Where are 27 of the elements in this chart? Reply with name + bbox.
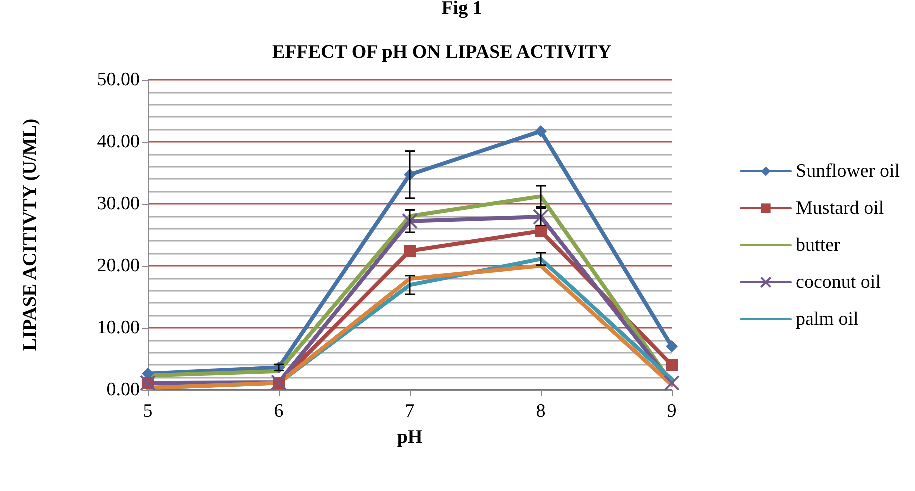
caption: Fig 1 <box>442 0 482 19</box>
y-tick-label: 10.00 <box>97 318 140 338</box>
x-axis-title: pH <box>397 427 423 448</box>
point <box>402 213 418 230</box>
x-tick-label: 7 <box>405 401 415 422</box>
point <box>404 245 416 258</box>
legend-label: Sunflower oil <box>796 161 900 182</box>
point <box>535 125 547 138</box>
x-tick-label: 9 <box>667 401 677 422</box>
y-tick-label: 40.00 <box>97 132 140 152</box>
legend-label: Mustard oil <box>796 198 884 219</box>
legend-label: butter <box>796 235 842 256</box>
x-tick-label: 8 <box>536 401 546 422</box>
legend-label: palm oil <box>796 309 859 330</box>
point <box>666 359 678 372</box>
y-axis-title: LIPASE ACITIVTY (U/ML) <box>20 118 41 352</box>
point <box>666 340 678 353</box>
y-tick-label: 50.00 <box>97 70 140 90</box>
y-tick-label: 30.00 <box>97 194 140 214</box>
x-tick-label: 5 <box>143 401 153 422</box>
legend-label: coconut oil <box>796 272 881 293</box>
y-tick-label: 20.00 <box>97 256 140 276</box>
y-tick-label: 0.00 <box>106 380 140 400</box>
chart-title: EFFECT OF pH ON LIPASE ACTIVITY <box>272 42 612 63</box>
point <box>664 375 680 392</box>
x-tick-label: 6 <box>274 401 284 422</box>
point <box>535 225 547 238</box>
